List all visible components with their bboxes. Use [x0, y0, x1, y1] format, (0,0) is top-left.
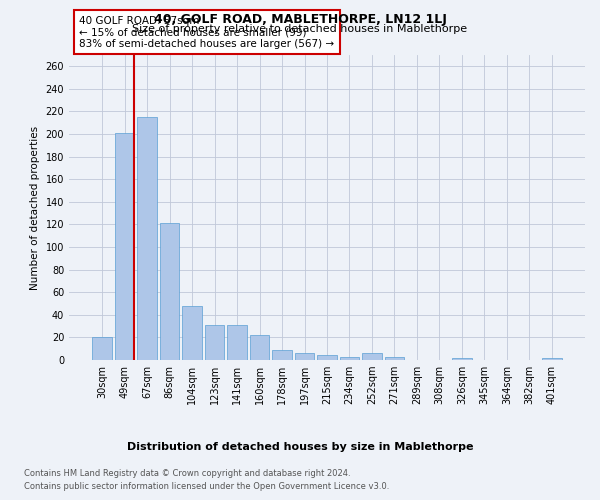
Bar: [385, 356, 404, 360]
Bar: [250, 335, 269, 360]
Bar: [295, 353, 314, 360]
Bar: [317, 356, 337, 360]
Bar: [542, 358, 562, 360]
Bar: [160, 224, 179, 360]
Bar: [92, 338, 112, 360]
Bar: [205, 325, 224, 360]
Text: Size of property relative to detached houses in Mablethorpe: Size of property relative to detached ho…: [133, 24, 467, 34]
Bar: [115, 133, 134, 360]
Text: Contains public sector information licensed under the Open Government Licence v3: Contains public sector information licen…: [24, 482, 389, 491]
Text: Distribution of detached houses by size in Mablethorpe: Distribution of detached houses by size …: [127, 442, 473, 452]
Text: 40, GOLF ROAD, MABLETHORPE, LN12 1LJ: 40, GOLF ROAD, MABLETHORPE, LN12 1LJ: [154, 12, 446, 26]
Bar: [182, 306, 202, 360]
Bar: [137, 117, 157, 360]
Text: 40 GOLF ROAD: 57sqm
← 15% of detached houses are smaller (99)
83% of semi-detach: 40 GOLF ROAD: 57sqm ← 15% of detached ho…: [79, 16, 334, 49]
Bar: [227, 325, 247, 360]
Bar: [452, 358, 472, 360]
Bar: [272, 350, 292, 360]
Bar: [362, 353, 382, 360]
Bar: [340, 356, 359, 360]
Text: Contains HM Land Registry data © Crown copyright and database right 2024.: Contains HM Land Registry data © Crown c…: [24, 468, 350, 477]
Y-axis label: Number of detached properties: Number of detached properties: [30, 126, 40, 290]
